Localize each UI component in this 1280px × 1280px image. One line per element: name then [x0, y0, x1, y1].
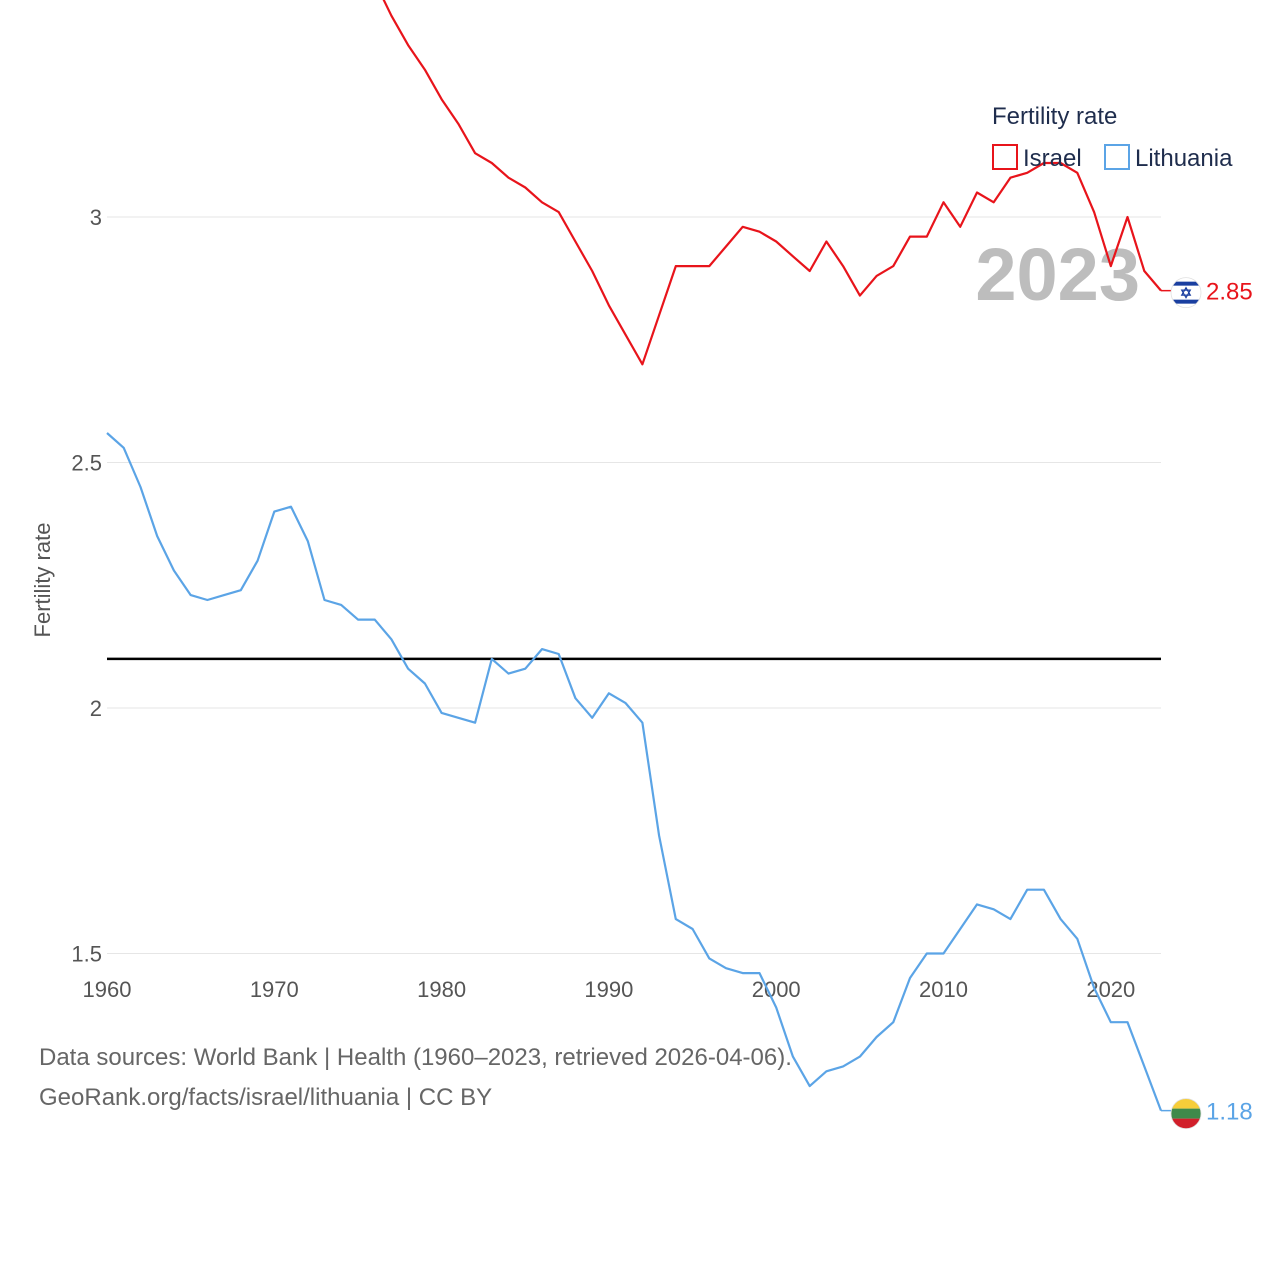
- year-label: 2023: [975, 233, 1140, 316]
- y-tick-label: 2: [90, 696, 102, 721]
- end-value-label-lithuania: 1.18: [1206, 1099, 1253, 1126]
- legend-label-israel[interactable]: Israel: [1023, 145, 1082, 172]
- star-of-david-icon: [1180, 286, 1192, 296]
- flag-stripe-green: [1171, 1108, 1201, 1119]
- flag-border: [1170, 277, 1202, 309]
- y-tick-label: 2.5: [71, 451, 102, 476]
- series-end-markers: 2.85 1.18: [1161, 277, 1253, 1130]
- x-tick-label: 2010: [919, 977, 968, 1002]
- series-line-lithuania: [106, 432, 1163, 1111]
- lithuania-flag: [1171, 1098, 1201, 1129]
- legend-swatch-lithuania[interactable]: [1104, 144, 1130, 170]
- legend-swatch-israel[interactable]: [992, 144, 1018, 170]
- series-line-israel: [382, 0, 1162, 366]
- flag-stripe: [1171, 281, 1201, 286]
- gridlines: [107, 216, 1161, 954]
- israel-flag: [1171, 277, 1201, 308]
- flag-stripe-yellow: [1171, 1098, 1201, 1109]
- x-tick-label: 2000: [752, 977, 801, 1002]
- footer-attribution: GeoRank.org/facts/israel/lithuania | CC …: [39, 1084, 493, 1111]
- y-tick-label: 1.5: [71, 942, 102, 967]
- y-tick-label: 3: [90, 205, 102, 230]
- flag-stripe: [1171, 299, 1201, 304]
- series-lines: [106, 0, 1163, 1111]
- star-of-david-icon: [1180, 289, 1192, 299]
- flag-stripe-red: [1171, 1118, 1201, 1129]
- x-tick-label: 1970: [250, 977, 299, 1002]
- x-tick-label: 1990: [584, 977, 633, 1002]
- legend: Fertility rate Israel Lithuania: [992, 103, 1233, 172]
- x-tick-label: 1980: [417, 977, 466, 1002]
- footer-sources: Data sources: World Bank | Health (1960–…: [39, 1044, 792, 1071]
- x-tick-label: 1960: [83, 977, 132, 1002]
- y-axis-ticks: 1.522.533.54: [71, 205, 102, 967]
- flag-border: [1170, 1098, 1202, 1130]
- legend-title: Fertility rate: [992, 103, 1117, 130]
- y-axis-title: Fertility rate: [30, 523, 55, 638]
- x-axis-ticks: 1960 1970 1980 1990 2000 2010 2020: [83, 977, 1136, 1002]
- end-value-label-israel: 2.85: [1206, 279, 1253, 306]
- legend-label-lithuania[interactable]: Lithuania: [1135, 145, 1233, 172]
